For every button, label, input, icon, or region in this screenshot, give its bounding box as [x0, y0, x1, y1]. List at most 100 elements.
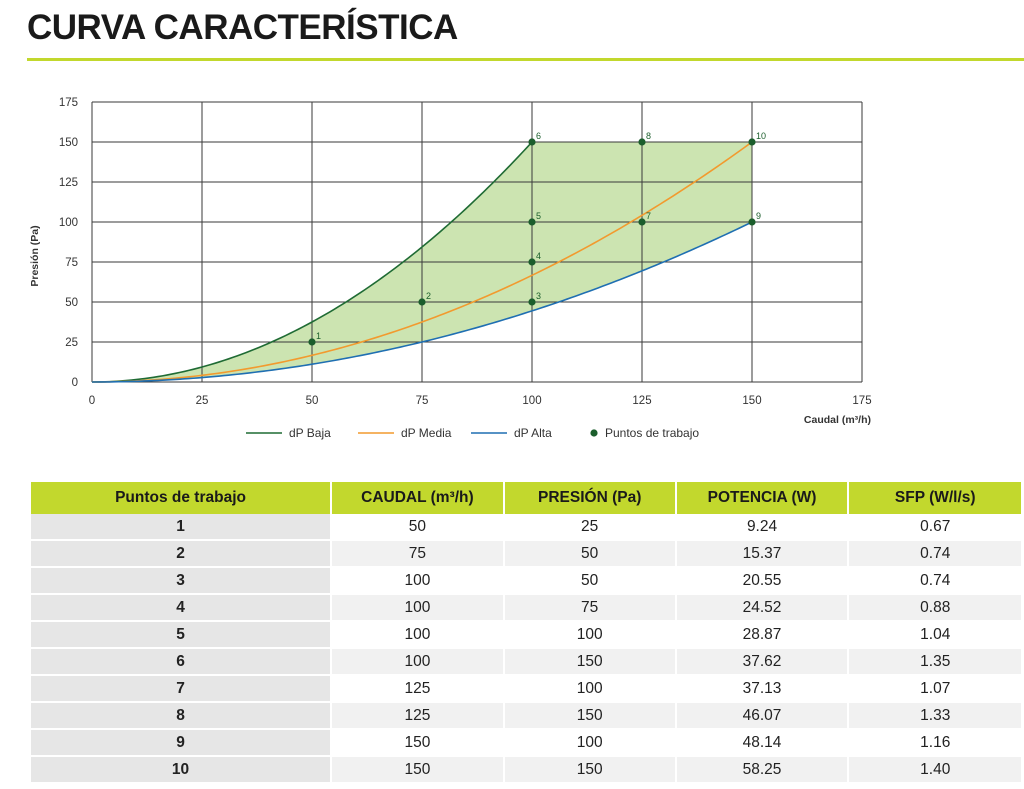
- title-underline: [27, 58, 1024, 61]
- y-tick-label: 175: [59, 97, 78, 109]
- y-tick-label: 125: [59, 177, 78, 189]
- legend-label: dP Media: [401, 426, 452, 440]
- working-point-label: 4: [536, 251, 541, 261]
- legend-label: Puntos de trabajo: [605, 426, 699, 440]
- table-cell: 50: [331, 514, 505, 541]
- working-point-label: 8: [646, 131, 651, 141]
- table-cell: 150: [503, 648, 677, 676]
- series-line-1: [91, 141, 533, 383]
- column-header-power: POTENCIA (W): [675, 482, 850, 514]
- chart-series: [91, 141, 753, 383]
- table-cell: 0.88: [848, 594, 1021, 622]
- working-point-marker: [528, 258, 536, 266]
- table-cell: 1.35: [848, 648, 1021, 676]
- table-cell: 37.62: [675, 648, 850, 676]
- table-row: 10 150 150 58.25 1.40: [31, 756, 1021, 784]
- y-axis-title: Presión (Pa): [29, 225, 41, 286]
- working-point-marker: [528, 298, 536, 306]
- table-cell: 1.33: [848, 702, 1021, 730]
- column-header-point: Puntos de trabajo: [31, 482, 333, 514]
- table-cell: 9.24: [675, 514, 850, 541]
- y-tick-label: 50: [65, 297, 78, 309]
- table-cell: 58.25: [675, 756, 850, 784]
- x-tick-label: 25: [196, 395, 209, 407]
- series-line-2: [91, 141, 753, 383]
- table-cell: 100: [331, 648, 505, 676]
- table-row: 8 125 150 46.07 1.33: [31, 702, 1021, 730]
- table-cell: 75: [503, 594, 677, 622]
- working-point-label: 9: [756, 211, 761, 221]
- working-point-label: 3: [536, 291, 541, 301]
- table-cell: 9: [31, 729, 333, 757]
- table-cell: 100: [331, 567, 505, 595]
- table-cell: 50: [503, 567, 677, 595]
- table-cell: 2: [31, 540, 333, 568]
- table-cell: 100: [503, 621, 677, 649]
- table-header-row: Puntos de trabajo CAUDAL (m³/h) PRESIÓN …: [31, 482, 1021, 514]
- working-point-label: 5: [536, 211, 541, 221]
- chart-grid: [91, 101, 863, 383]
- series-line-3: [91, 221, 753, 383]
- y-tick-label: 150: [59, 137, 78, 149]
- table-cell: 50: [503, 540, 677, 568]
- column-header-sfp: SFP (W/l/s): [848, 482, 1021, 514]
- column-header-flow: CAUDAL (m³/h): [331, 482, 505, 514]
- table-row: 5 100 100 28.87 1.04: [31, 621, 1021, 649]
- characteristic-curve-chart: 0 25 50 75 100 125 150 175 0255075100125150175 …: [29, 97, 872, 440]
- table-cell: 20.55: [675, 567, 850, 595]
- x-tick-label: 150: [742, 395, 761, 407]
- x-tick-label: 125: [632, 395, 651, 407]
- table-cell: 3: [31, 567, 333, 595]
- table-cell: 7: [31, 675, 333, 703]
- table-cell: 1.04: [848, 621, 1021, 649]
- table-cell: 1.40: [848, 756, 1021, 784]
- working-point-marker: [528, 218, 536, 226]
- table-row: 9 150 100 48.14 1.16: [31, 729, 1021, 757]
- chart-legend: dP Baja dP Media dP Alta Puntos de trabajo: [246, 426, 699, 440]
- table-cell: 100: [503, 729, 677, 757]
- table-cell: 1.16: [848, 729, 1021, 757]
- y-tick-label: 25: [65, 337, 78, 349]
- working-point-label: 7: [646, 211, 651, 221]
- column-header-pressure: PRESIÓN (Pa): [503, 482, 677, 514]
- table-cell: 100: [331, 621, 505, 649]
- table-cell: 0.74: [848, 540, 1021, 568]
- table-cell: 5: [31, 621, 333, 649]
- table-cell: 24.52: [675, 594, 850, 622]
- working-point-label: 10: [756, 131, 766, 141]
- working-point-label: 2: [426, 291, 431, 301]
- table-cell: 150: [331, 729, 505, 757]
- working-point-label: 6: [536, 131, 541, 141]
- table-row: 7 125 100 37.13 1.07: [31, 675, 1021, 703]
- working-point-marker: [748, 218, 756, 226]
- table-cell: 15.37: [675, 540, 850, 568]
- working-point-marker: [528, 138, 536, 146]
- page-title: CURVA CARACTERÍSTICA: [27, 8, 458, 47]
- y-axis-ticks: 0 25 50 75 100 125 150 175: [59, 97, 78, 389]
- table-cell: 1: [31, 514, 333, 541]
- working-point-marker: [418, 298, 426, 306]
- working-point-marker: [638, 218, 646, 226]
- table-row: 3 100 50 20.55 0.74: [31, 567, 1021, 595]
- table-cell: 100: [331, 594, 505, 622]
- table-cell: 6: [31, 648, 333, 676]
- x-tick-label: 175: [852, 395, 871, 407]
- table-cell: 150: [503, 702, 677, 730]
- table-row: 6 100 150 37.62 1.35: [31, 648, 1021, 676]
- table-row: 2 75 50 15.37 0.74: [31, 540, 1021, 568]
- table-cell: 125: [331, 702, 505, 730]
- x-axis-ticks: 0 25 50 75 100 125 150 175: [89, 395, 872, 407]
- working-point-marker: [748, 138, 756, 146]
- table-cell: 46.07: [675, 702, 850, 730]
- legend-swatch: [590, 429, 598, 437]
- working-points: 1 2 3 4 5 6 7 8 9 10: [308, 131, 766, 346]
- working-point-label: 1: [316, 331, 321, 341]
- y-tick-label: 0: [72, 377, 78, 389]
- y-tick-label: 75: [65, 257, 78, 269]
- x-tick-label: 100: [522, 395, 541, 407]
- x-axis-title: Caudal (m³/h): [804, 414, 871, 426]
- table-cell: 37.13: [675, 675, 850, 703]
- table-cell: 8: [31, 702, 333, 730]
- table-cell: 28.87: [675, 621, 850, 649]
- table-cell: 100: [503, 675, 677, 703]
